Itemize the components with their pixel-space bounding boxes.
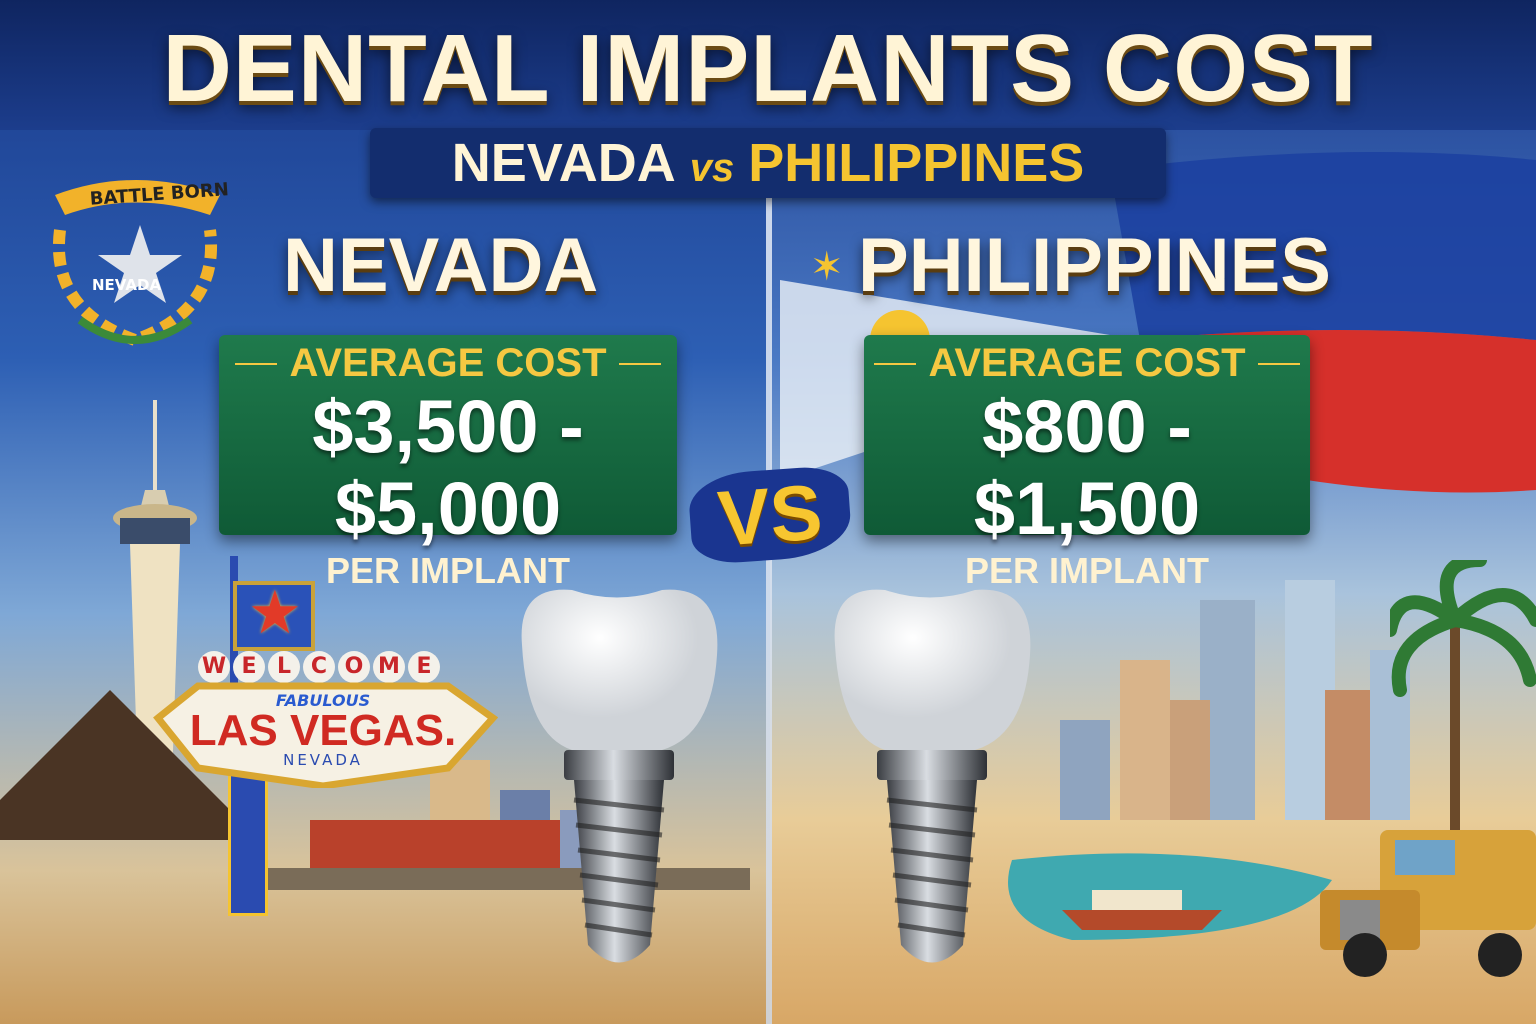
page-title: DENTAL IMPLANTS COST: [162, 15, 1374, 122]
sign-line-1: FABULOUS: [275, 691, 371, 710]
nevada-heading: NEVADA: [283, 223, 599, 308]
title-band: [0, 0, 1536, 130]
sign-bulb: W: [198, 651, 230, 683]
cost-label: AVERAGE COST: [219, 341, 677, 386]
jeepney: [1320, 830, 1536, 977]
beach-bay: [1008, 853, 1332, 940]
subtitle-nevada: NEVADA: [451, 133, 676, 193]
nevada-cost-card: AVERAGE COST $3,500 - $5,000 PER IMPLANT: [219, 335, 677, 591]
dental-implant-icon: [834, 589, 1031, 963]
subtitle: NEVADA vs PHILIPPINES: [370, 128, 1166, 198]
sign-line-3: NEVADA: [283, 751, 363, 769]
subtitle-philippines: PHILIPPINES: [748, 133, 1085, 193]
cost-label: AVERAGE COST: [864, 341, 1310, 386]
cost-unit: PER IMPLANT: [325, 550, 570, 591]
philippines-cost-card: AVERAGE COST $800 - $1,500 PER IMPLANT: [864, 335, 1310, 591]
subtitle-vs: vs: [689, 146, 735, 190]
sign-line-2: LAS VEGAS.: [189, 706, 457, 755]
cost-unit: PER IMPLANT: [964, 550, 1209, 591]
manila-skyline: [1060, 580, 1410, 820]
palm-tree: [1390, 560, 1536, 860]
cost-price: $800 - $1,500: [973, 385, 1201, 550]
svg-text:✶: ✶: [810, 244, 844, 290]
svg-text:NEVADA: NEVADA: [92, 276, 161, 294]
nevada-state-seal: BATTLE BORN NEVADA: [53, 179, 229, 347]
pyramid: [0, 690, 260, 840]
philippines-heading: PHILIPPINES: [858, 223, 1331, 308]
cost-price: $3,500 - $5,000: [312, 385, 584, 550]
panel-divider: [766, 195, 772, 1024]
dental-implant-icon: [521, 589, 718, 963]
